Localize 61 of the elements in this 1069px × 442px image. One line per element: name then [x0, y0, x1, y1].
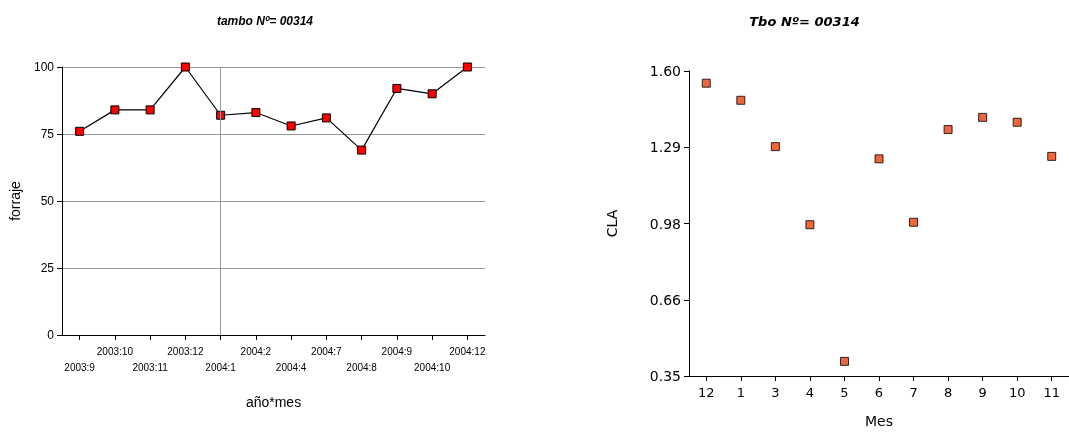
point [357, 145, 367, 155]
x-tick-label: 9 [978, 384, 987, 400]
y-tick-label: 0.66 [649, 291, 682, 308]
point [145, 105, 155, 115]
point [462, 62, 472, 72]
x-tick-label: 2003:10 [96, 345, 134, 357]
y-tick-label: 0 [47, 328, 55, 342]
x-tick-label: 2003:12 [167, 345, 204, 357]
x-tick-label: 11 [1043, 384, 1060, 400]
point [874, 154, 884, 164]
y-axis-title: CLA [604, 209, 620, 238]
x-tick-label: 2004:2 [240, 345, 272, 357]
y-axis-title: forraje [7, 180, 23, 221]
x-tick-label: 2004:9 [381, 345, 413, 357]
point [978, 112, 988, 122]
point [701, 78, 711, 88]
y-tick-label: 50 [40, 194, 55, 208]
y-tick-label: 0.35 [649, 368, 681, 384]
point [770, 142, 780, 152]
x-tick-label: 2004:1 [205, 361, 237, 373]
x-axis-title: Mes [865, 413, 893, 429]
y-tick-label: 1.29 [649, 139, 681, 156]
point [180, 62, 190, 72]
point [736, 95, 746, 105]
point [75, 126, 85, 136]
x-tick-label: 10 [1008, 384, 1026, 400]
x-tick-label: 2004:10 [414, 361, 451, 373]
y-tick-label: 75 [40, 127, 55, 141]
point [805, 220, 815, 230]
x-tick-label: 6 [874, 384, 884, 400]
x-tick-label: 3 [771, 384, 780, 400]
x-tick-label: 7 [909, 384, 918, 400]
x-axis-title: año*mes [245, 394, 302, 410]
point [251, 108, 261, 118]
x-tick-label: 4 [805, 384, 815, 400]
x-tick-label: 2004:8 [346, 361, 378, 373]
point [427, 89, 437, 99]
point [839, 356, 849, 366]
point [110, 105, 120, 115]
x-tick-label: 2003:9 [64, 361, 96, 373]
x-tick-label: 1 [736, 384, 745, 400]
chart-title: Tbo Nº= 00314 [749, 14, 860, 29]
x-tick-label: 2004:7 [311, 345, 343, 357]
x-tick-label: 2004:4 [275, 361, 307, 373]
y-tick-label: 25 [40, 261, 55, 275]
x-tick-label: 8 [943, 384, 953, 400]
point [1012, 117, 1022, 127]
x-tick-label: 5 [840, 384, 849, 400]
point [286, 121, 296, 131]
point [943, 125, 953, 135]
x-tick-label: 2003:11 [132, 361, 169, 373]
chart-title: tambo Nº= 00314 [216, 14, 314, 28]
y-tick-label: 100 [33, 60, 55, 74]
point [392, 83, 402, 93]
y-tick-label: 0.98 [649, 215, 681, 232]
x-tick-label: 2004:12 [449, 345, 486, 357]
x-tick-label: 12 [698, 384, 715, 400]
point [1047, 151, 1057, 161]
y-tick-label: 1.60 [649, 63, 681, 79]
point [321, 113, 331, 123]
point [909, 217, 919, 227]
